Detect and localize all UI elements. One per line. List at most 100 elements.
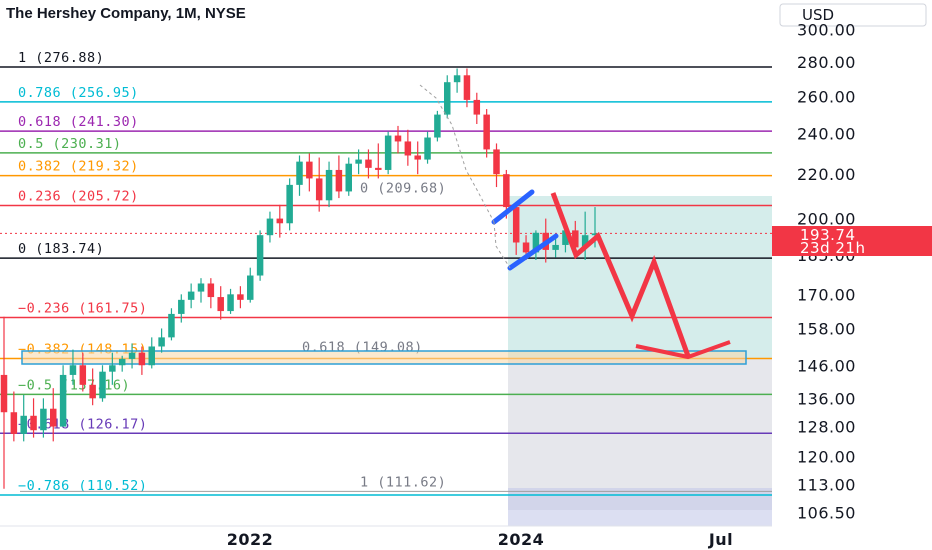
candle-body — [197, 283, 205, 292]
candle-body — [20, 415, 27, 434]
candle-body — [10, 412, 18, 434]
candle-body — [365, 159, 372, 168]
candle — [217, 286, 224, 320]
candle-body — [178, 299, 185, 314]
candle — [532, 230, 540, 260]
candle — [20, 394, 27, 442]
candle — [256, 230, 264, 281]
candle — [178, 294, 185, 323]
candle — [286, 178, 293, 231]
candle — [335, 155, 343, 199]
price-axis-label: 170.00 — [797, 285, 856, 304]
candle — [50, 388, 57, 442]
candle-body — [50, 408, 57, 427]
candle-body — [306, 161, 313, 179]
candle — [0, 316, 8, 489]
candle-body — [424, 137, 431, 160]
candle-body — [384, 135, 392, 170]
candle — [69, 349, 77, 385]
loss-zone-bottom — [508, 488, 772, 526]
candle — [581, 211, 589, 260]
candle-body — [315, 178, 323, 201]
candle — [148, 337, 155, 369]
candle-body — [414, 155, 421, 160]
candle-body — [562, 230, 569, 245]
candle — [118, 355, 126, 372]
candle — [79, 352, 87, 392]
candle-body — [79, 365, 87, 385]
fib-level-label: 0.382 (219.32) — [18, 159, 139, 175]
candle — [453, 68, 461, 93]
candle — [187, 283, 195, 309]
channel-upper-line[interactable] — [491, 189, 535, 225]
candle — [89, 368, 96, 406]
candle — [168, 308, 175, 341]
candle — [483, 109, 490, 158]
candle-body — [187, 291, 195, 300]
fib-level-label: 0.786 (256.95) — [18, 85, 139, 101]
price-axis-label: 280.00 — [797, 53, 856, 72]
time-axis-label: Jul — [708, 530, 733, 549]
candle — [384, 131, 392, 175]
candle-body — [237, 294, 244, 300]
target-zone-box[interactable] — [21, 350, 747, 365]
candle-body — [493, 149, 500, 175]
candle — [375, 143, 382, 179]
fib-level-label: −0.618 (126.17) — [18, 416, 147, 432]
price-axis-label: 220.00 — [797, 165, 856, 184]
candle-body — [30, 415, 37, 431]
candle-body — [434, 114, 441, 138]
candle-body — [473, 99, 481, 115]
price-axis-label: 260.00 — [797, 87, 856, 106]
candle — [128, 343, 136, 369]
fib-level-label: 0.618 (241.30) — [18, 114, 139, 130]
candle-body — [207, 283, 215, 298]
fib-lower-label: 1 (111.62) — [360, 474, 446, 490]
fib-level-label: −0.236 (161.75) — [18, 301, 147, 317]
candle — [40, 398, 47, 438]
candle-body — [217, 297, 224, 312]
profit-zone — [508, 196, 772, 358]
candle-body — [266, 218, 274, 236]
candle-body — [118, 358, 126, 366]
candle-body — [89, 384, 96, 399]
candle-body — [355, 159, 362, 164]
candle-body — [247, 275, 254, 300]
price-axis-label: 120.00 — [797, 448, 856, 467]
candle — [444, 75, 451, 119]
candle — [109, 352, 116, 385]
candle-body — [168, 313, 175, 338]
candle — [197, 278, 205, 303]
price-axis-label: 158.00 — [797, 319, 856, 338]
time-axis-label: 2024 — [498, 530, 545, 549]
currency-label: USD — [802, 6, 834, 24]
channel-lower-line[interactable] — [507, 233, 559, 271]
candle — [237, 286, 244, 309]
candle — [30, 398, 37, 438]
price-axis-background — [772, 0, 932, 550]
candle — [99, 365, 106, 402]
price-axis-label: 146.00 — [797, 356, 856, 375]
candle-body — [375, 167, 382, 170]
candle — [414, 141, 421, 175]
candle-body — [522, 242, 530, 253]
candle — [512, 202, 520, 255]
currency-button[interactable] — [779, 3, 927, 27]
current-price-value: 193.74 — [800, 226, 856, 244]
candle-body — [40, 408, 47, 431]
current-price-badge — [772, 226, 932, 256]
candle — [345, 157, 352, 196]
candle — [473, 92, 481, 125]
candle-body — [296, 161, 303, 185]
projection-path[interactable] — [550, 192, 691, 357]
candle-body — [325, 169, 333, 201]
chart-title: The Hershey Company, 1M, NYSE — [6, 5, 246, 22]
fib-level-label: 0.236 (205.72) — [18, 188, 139, 204]
candle-body — [404, 141, 412, 156]
candle-body — [69, 365, 77, 375]
candle — [296, 155, 303, 196]
candle-body — [138, 352, 146, 366]
candle-body — [394, 135, 402, 142]
candle-body — [0, 374, 8, 413]
